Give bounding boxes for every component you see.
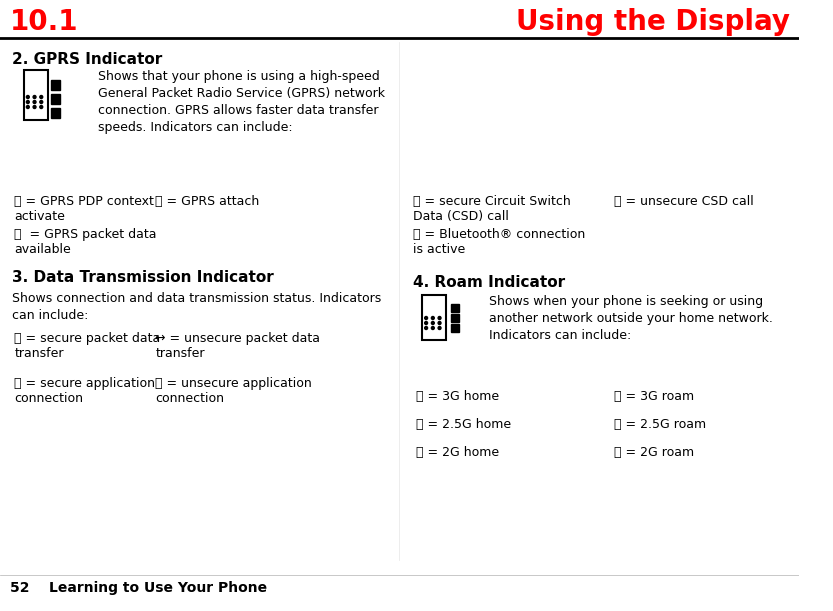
Circle shape xyxy=(27,106,29,109)
Circle shape xyxy=(40,106,42,109)
Circle shape xyxy=(27,100,29,103)
Text: 📳  = GPRS packet data
available: 📳 = GPRS packet data available xyxy=(14,228,157,256)
Text: ⓖ = GPRS PDP context
activate: ⓖ = GPRS PDP context activate xyxy=(14,195,154,223)
Text: Shows when your phone is seeking or using
another network outside your home netw: Shows when your phone is seeking or usin… xyxy=(490,295,773,342)
Circle shape xyxy=(33,100,36,103)
Text: 4. Roam Indicator: 4. Roam Indicator xyxy=(412,275,565,290)
Circle shape xyxy=(438,326,441,329)
Circle shape xyxy=(425,316,427,320)
Circle shape xyxy=(431,326,434,329)
Text: Shows connection and data transmission status. Indicators
can include:: Shows connection and data transmission s… xyxy=(12,292,381,322)
Circle shape xyxy=(40,95,42,98)
Bar xyxy=(451,324,459,332)
Circle shape xyxy=(27,95,29,98)
Circle shape xyxy=(438,321,441,324)
Text: 📞 = unsecure CSD call: 📞 = unsecure CSD call xyxy=(614,195,754,208)
Text: Shows that your phone is using a high-speed
General Packet Radio Service (GPRS) : Shows that your phone is using a high-sp… xyxy=(98,70,385,134)
Circle shape xyxy=(438,316,441,320)
Text: 2. GPRS Indicator: 2. GPRS Indicator xyxy=(12,52,162,67)
Text: 🔒 = secure packet data
transfer: 🔒 = secure packet data transfer xyxy=(14,332,161,360)
Circle shape xyxy=(431,316,434,320)
Bar xyxy=(51,80,61,90)
Text: 📶 = 2.5G home: 📶 = 2.5G home xyxy=(416,418,511,431)
Text: 📶 = 2G home: 📶 = 2G home xyxy=(416,446,499,459)
Bar xyxy=(451,314,459,322)
Text: 🔓 = unsecure application
connection: 🔓 = unsecure application connection xyxy=(156,377,312,405)
Text: ↔ = unsecure packet data
transfer: ↔ = unsecure packet data transfer xyxy=(156,332,321,360)
Text: 📞 = secure Circuit Switch
Data (CSD) call: 📞 = secure Circuit Switch Data (CSD) cal… xyxy=(412,195,571,223)
Text: 52    Learning to Use Your Phone: 52 Learning to Use Your Phone xyxy=(10,581,267,595)
Bar xyxy=(51,108,61,118)
Circle shape xyxy=(33,95,36,98)
Circle shape xyxy=(33,106,36,109)
Text: 🔵 = Bluetooth® connection
is active: 🔵 = Bluetooth® connection is active xyxy=(412,228,585,256)
Circle shape xyxy=(425,321,427,324)
Circle shape xyxy=(431,321,434,324)
Circle shape xyxy=(425,326,427,329)
Bar xyxy=(451,304,459,312)
Text: 🔐 = secure application
connection: 🔐 = secure application connection xyxy=(14,377,156,405)
Text: 10.1: 10.1 xyxy=(10,8,78,36)
Text: 3. Data Transmission Indicator: 3. Data Transmission Indicator xyxy=(12,270,273,285)
Bar xyxy=(51,94,61,104)
Text: 📶 = 3G roam: 📶 = 3G roam xyxy=(614,390,695,403)
Circle shape xyxy=(40,100,42,103)
Text: Using the Display: Using the Display xyxy=(516,8,790,36)
Text: 📶 = 3G home: 📶 = 3G home xyxy=(416,390,499,403)
Text: 📶 = 2.5G roam: 📶 = 2.5G roam xyxy=(614,418,706,431)
Text: 📶 = GPRS attach: 📶 = GPRS attach xyxy=(156,195,260,208)
Text: 📶 = 2G roam: 📶 = 2G roam xyxy=(614,446,695,459)
